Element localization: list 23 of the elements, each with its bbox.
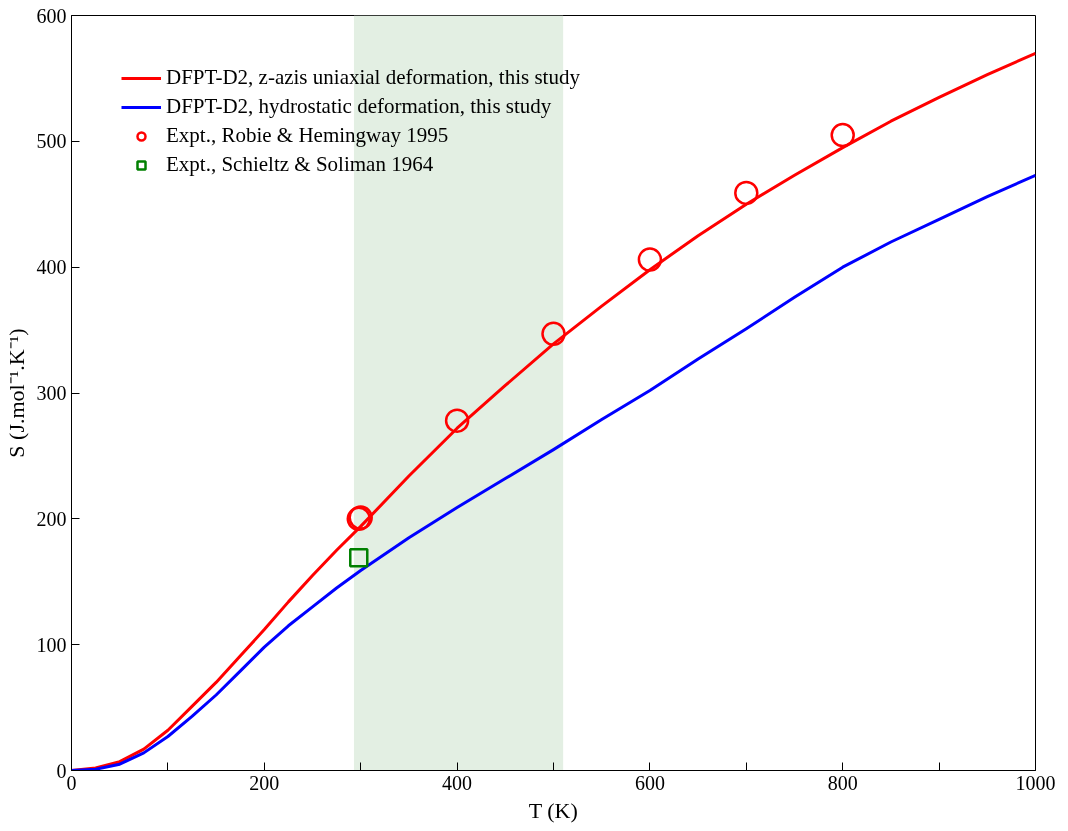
legend-label: Expt., Schieltz & Soliman 1964 bbox=[166, 152, 434, 177]
y-tick-label: 300 bbox=[36, 382, 67, 404]
x-tick-label: 600 bbox=[634, 771, 665, 794]
y-tick-label: 600 bbox=[36, 4, 67, 27]
point bbox=[349, 548, 369, 568]
y-axis-title: S (J.mol⁻¹.K⁻¹) bbox=[3, 328, 29, 458]
legend-label: DFPT-D2, hydrostatic deformation, this study bbox=[166, 94, 552, 119]
y-tick-label: 200 bbox=[36, 507, 67, 530]
x-tick-label: 1000 bbox=[1015, 771, 1056, 794]
x-axis-title: T (K) bbox=[528, 797, 578, 823]
point bbox=[830, 122, 855, 148]
legend-label: Expt., Robie & Hemingway 1995 bbox=[166, 123, 449, 148]
point bbox=[637, 247, 663, 272]
x-tick-label: 800 bbox=[827, 771, 858, 794]
point bbox=[541, 321, 566, 347]
x-tick-label: 200 bbox=[249, 771, 280, 794]
point bbox=[734, 180, 759, 206]
y-tick-label: 100 bbox=[36, 633, 67, 656]
x-tick-label: 400 bbox=[442, 771, 473, 794]
y-tick-label: 400 bbox=[36, 256, 67, 279]
legend-label: DFPT-D2, z-azis uniaxial deformation, this study bbox=[166, 65, 580, 90]
y-tick-label: 500 bbox=[36, 130, 67, 153]
point bbox=[444, 408, 470, 433]
